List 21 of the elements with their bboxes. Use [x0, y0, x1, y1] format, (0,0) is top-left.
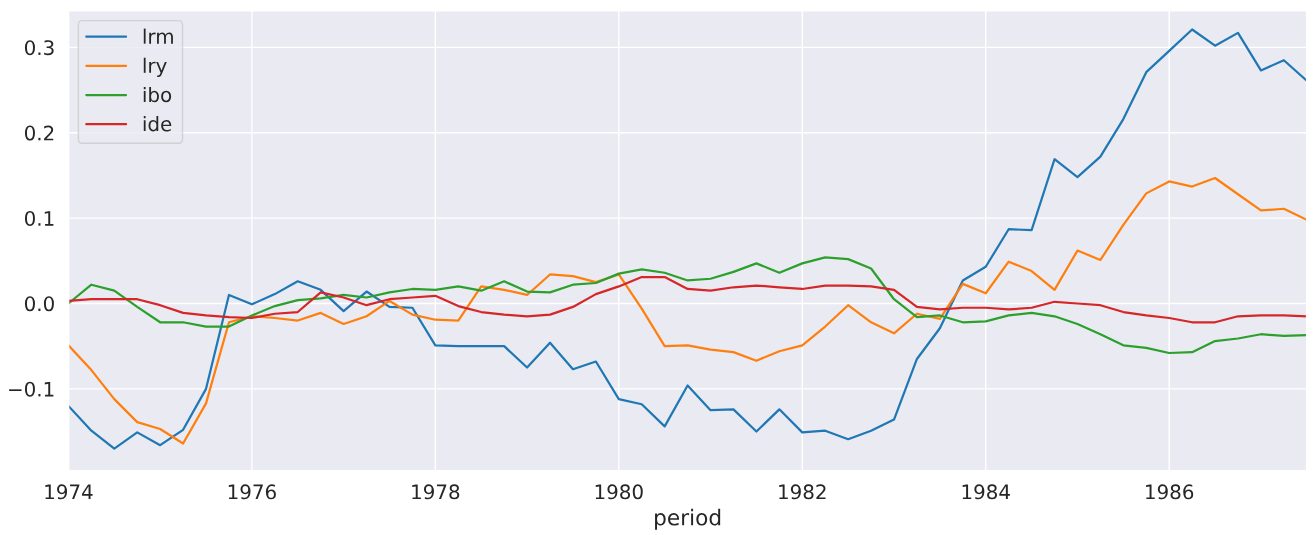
x-tick-label: 1980: [595, 484, 643, 500]
x-tick-label: 1978: [412, 484, 460, 500]
legend-label: ide: [143, 116, 172, 132]
line-series: [68, 176, 1307, 445]
x-tick-label: 1982: [779, 484, 826, 500]
legend-label: lry: [143, 57, 167, 77]
line-series: [68, 256, 1307, 355]
line-series: [68, 28, 1307, 450]
x-tick-label: 1984: [962, 484, 1010, 500]
legend-label: lrm: [143, 28, 173, 44]
y-tick-label: −0.1: [9, 381, 54, 397]
y-tick-label: 0.3: [24, 40, 54, 56]
x-tick-label: 1986: [1146, 484, 1194, 500]
x-axis-title: period: [655, 508, 721, 530]
y-tick-label: 0.0: [24, 296, 54, 312]
y-tick-label: 0.1: [24, 210, 54, 226]
x-tick-label: 1976: [228, 484, 276, 500]
x-tick-label: 1974: [45, 484, 93, 500]
line-series: [68, 275, 1307, 324]
legend-label: ibo: [143, 86, 172, 103]
y-tick-label: 0.2: [24, 125, 54, 141]
